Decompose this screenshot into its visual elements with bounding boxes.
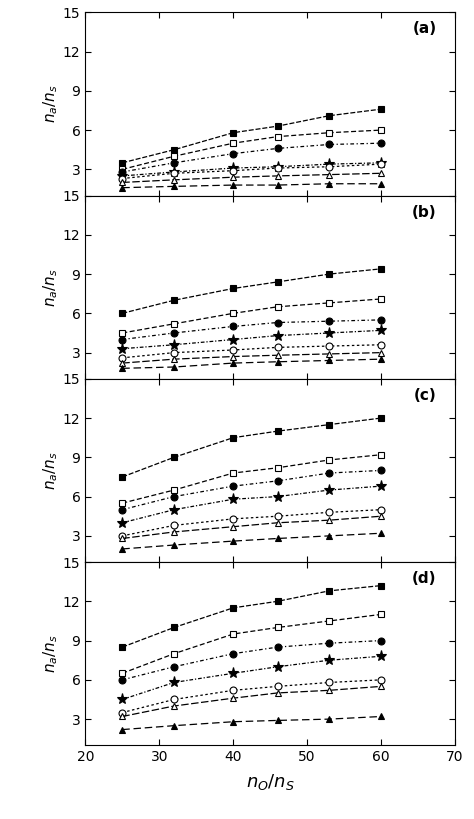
Y-axis label: $n_a/n_s$: $n_a/n_s$ (41, 451, 60, 490)
Y-axis label: $n_a/n_s$: $n_a/n_s$ (41, 634, 60, 673)
Text: (b): (b) (412, 205, 437, 219)
Y-axis label: $n_a/n_s$: $n_a/n_s$ (41, 268, 60, 306)
Text: (d): (d) (412, 571, 437, 586)
Text: (c): (c) (414, 388, 437, 403)
Y-axis label: $n_a/n_s$: $n_a/n_s$ (41, 84, 60, 124)
Text: (a): (a) (412, 21, 437, 37)
X-axis label: $n_O/n_S$: $n_O/n_S$ (246, 772, 295, 793)
